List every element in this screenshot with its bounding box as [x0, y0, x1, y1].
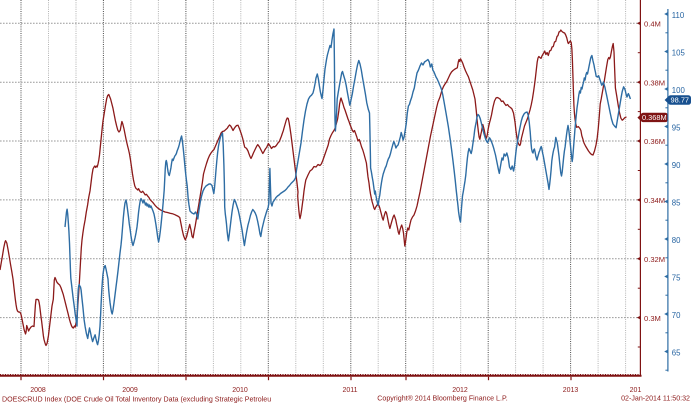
svg-text:0.3M: 0.3M	[644, 314, 661, 323]
svg-text:DOESCRUD Index (DOE Crude Oil: DOESCRUD Index (DOE Crude Oil Total Inve…	[2, 395, 271, 403]
svg-text:70: 70	[672, 311, 681, 320]
svg-text:0.36M: 0.36M	[644, 137, 665, 146]
svg-text:85: 85	[672, 199, 681, 208]
svg-text:75: 75	[672, 274, 681, 283]
svg-text:100: 100	[672, 86, 686, 95]
svg-text:0.38M: 0.38M	[644, 78, 665, 87]
svg-text:2013: 2013	[563, 387, 579, 394]
svg-text:2008: 2008	[30, 387, 46, 394]
svg-text:95: 95	[672, 124, 681, 133]
svg-text:110: 110	[672, 11, 685, 20]
svg-text:201: 201	[630, 387, 642, 394]
svg-text:80: 80	[672, 236, 681, 245]
svg-text:2012: 2012	[452, 387, 468, 394]
svg-text:2010: 2010	[232, 387, 248, 394]
svg-text:105: 105	[672, 49, 686, 58]
svg-text:65: 65	[672, 349, 681, 358]
svg-text:0.4M: 0.4M	[644, 20, 661, 29]
svg-text:0.32M: 0.32M	[644, 255, 665, 264]
svg-text:0.34M: 0.34M	[644, 196, 665, 205]
svg-text:90: 90	[672, 161, 681, 170]
svg-text:0.368M: 0.368M	[642, 113, 667, 122]
svg-text:2011: 2011	[342, 387, 357, 394]
svg-text:98.77: 98.77	[671, 96, 690, 105]
svg-text:Copyright® 2014 Bloomberg Fina: Copyright® 2014 Bloomberg Finance L.P.	[377, 395, 508, 403]
svg-text:02-Jan-2014 11:50:32: 02-Jan-2014 11:50:32	[621, 395, 690, 403]
svg-text:2009: 2009	[122, 387, 138, 394]
